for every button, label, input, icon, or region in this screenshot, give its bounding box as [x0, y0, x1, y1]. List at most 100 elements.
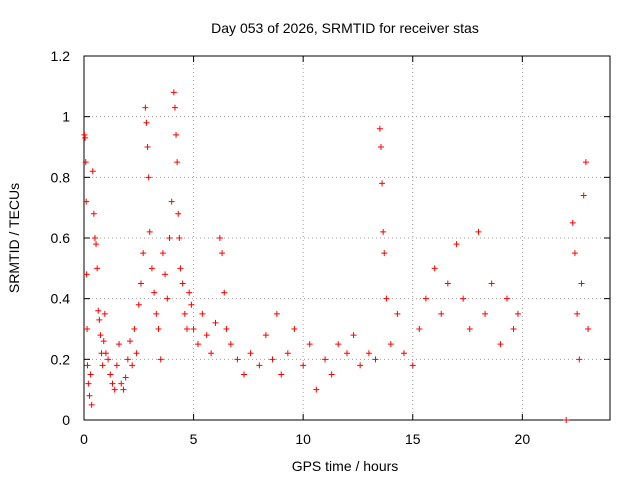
x-tick-label: 20: [515, 431, 531, 447]
data-point: [157, 356, 164, 363]
data-point: [234, 356, 241, 363]
data-point: [563, 417, 570, 423]
data-point: [278, 371, 285, 378]
data-point: [164, 295, 171, 302]
x-tick-label: 10: [295, 431, 311, 447]
data-point: [203, 332, 210, 339]
data-point: [179, 280, 186, 287]
y-tick-label: 0.4: [51, 291, 71, 307]
data-point: [313, 386, 320, 393]
data-point: [177, 265, 184, 272]
data-point: [94, 265, 101, 272]
data-point: [99, 362, 106, 369]
data-point: [460, 295, 467, 302]
y-tick-label: 1.2: [51, 48, 71, 64]
data-point: [219, 250, 226, 257]
data-point: [96, 316, 103, 323]
data-point: [176, 235, 183, 241]
data-point: [170, 89, 177, 96]
data-point: [129, 362, 136, 369]
data-point: [88, 401, 95, 408]
data-point: [100, 338, 107, 345]
data-point: [194, 341, 201, 348]
data-point: [118, 380, 125, 387]
data-point: [335, 341, 342, 348]
data-point: [159, 250, 166, 257]
data-point: [143, 119, 150, 126]
data-point: [514, 310, 521, 317]
data-point: [569, 219, 576, 226]
data-point: [422, 295, 429, 302]
data-point: [84, 362, 91, 369]
data-point: [227, 341, 234, 348]
data-point: [148, 265, 155, 272]
data-point: [102, 350, 109, 357]
data-point: [409, 362, 416, 369]
data-point: [350, 332, 357, 339]
data-point: [269, 356, 276, 363]
data-point: [137, 280, 144, 287]
data-point: [122, 374, 129, 381]
data-point: [380, 228, 387, 235]
x-tick-label: 5: [190, 431, 198, 447]
data-point: [181, 310, 188, 317]
data-point: [97, 332, 104, 339]
data-point: [133, 350, 140, 357]
y-axis-label: SRMTID / TECUs: [6, 183, 22, 293]
data-point: [93, 241, 100, 248]
data-point: [466, 326, 473, 332]
data-point: [221, 289, 228, 296]
data-point: [400, 350, 407, 357]
data-point: [582, 159, 589, 166]
data-point: [85, 380, 92, 387]
data-point: [223, 326, 230, 332]
data-point: [357, 362, 364, 369]
data-point: [453, 241, 460, 248]
data-point: [322, 356, 329, 363]
data-point: [84, 326, 91, 332]
data-point: [571, 250, 578, 257]
data-point: [146, 228, 153, 235]
data-point: [142, 104, 149, 111]
data-point: [377, 144, 384, 150]
data-point: [124, 356, 131, 363]
data-point: [81, 131, 88, 138]
data-point: [171, 104, 178, 111]
y-tick-label: 0.8: [51, 169, 71, 185]
data-point: [273, 310, 280, 317]
data-point: [300, 362, 307, 369]
data-point: [208, 350, 215, 357]
data-point: [162, 271, 169, 278]
data-point: [328, 371, 335, 378]
data-point: [247, 350, 254, 357]
data-point: [105, 356, 112, 363]
data-point: [256, 362, 263, 369]
data-point: [585, 326, 592, 332]
data-point: [144, 144, 151, 150]
data-point: [86, 392, 93, 399]
grid: [84, 56, 610, 420]
y-tick-label: 0.2: [51, 351, 71, 367]
y-tick-label: 0: [62, 412, 70, 428]
data-point: [576, 356, 583, 363]
data-point: [475, 228, 482, 235]
data-point: [379, 180, 386, 187]
axis-ticks: [83, 55, 610, 421]
data-point: [444, 280, 451, 287]
data-point: [199, 310, 206, 317]
data-point: [87, 371, 94, 378]
data-point: [153, 310, 160, 317]
data-point: [578, 280, 585, 287]
data-point: [174, 159, 181, 166]
data-point: [365, 350, 372, 357]
data-point: [376, 125, 383, 132]
data-point: [101, 310, 108, 317]
data-point: [488, 280, 495, 287]
data-point: [166, 235, 173, 241]
data-point: [111, 386, 118, 393]
data-point: [83, 271, 90, 278]
data-point: [131, 326, 138, 332]
data-point: [394, 310, 401, 317]
data-point: [482, 310, 489, 317]
